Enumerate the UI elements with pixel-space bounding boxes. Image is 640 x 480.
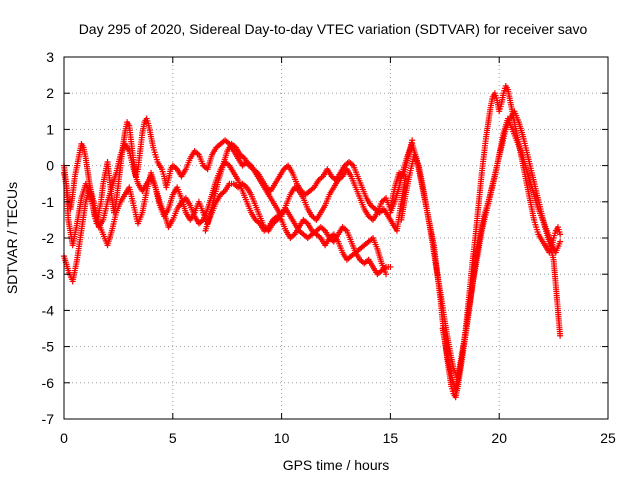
data-points [61,82,564,401]
y-tick-label: 0 [46,158,54,174]
y-tick-label: 2 [46,85,54,101]
x-tick-label: 15 [383,430,399,446]
y-tick-label: -1 [42,194,55,210]
y-tick-label: -2 [42,230,55,246]
y-tick-label: 3 [46,49,54,65]
data-point-track-b [387,263,394,270]
x-tick-label: 20 [491,430,507,446]
data-point-track-c [383,271,390,278]
chart-title: Day 295 of 2020, Sidereal Day-to-day VTE… [79,21,588,37]
y-axis-title: SDTVAR / TECUs [4,182,20,294]
x-tick-label: 10 [274,430,290,446]
y-tick-label: -5 [42,339,55,355]
y-tick-label: -4 [42,302,55,318]
axis-ticks [63,56,609,420]
data-point-track-g [557,238,564,245]
x-tick-label: 5 [169,430,177,446]
data-point-track-e [557,231,564,238]
y-tick-label: -7 [42,411,55,427]
x-tick-labels: 0 5 10 15 20 25 [60,430,616,446]
data-point-track-f [557,332,564,339]
y-tick-labels: -7 -6 -5 -4 -3 -2 -1 0 1 2 3 [42,49,55,427]
x-axis-title: GPS time / hours [283,457,390,473]
y-tick-label: 1 [46,121,54,137]
y-tick-label: -3 [42,266,55,282]
y-tick-label: -6 [42,375,55,391]
x-tick-label: 25 [600,430,616,446]
x-tick-label: 0 [60,430,68,446]
